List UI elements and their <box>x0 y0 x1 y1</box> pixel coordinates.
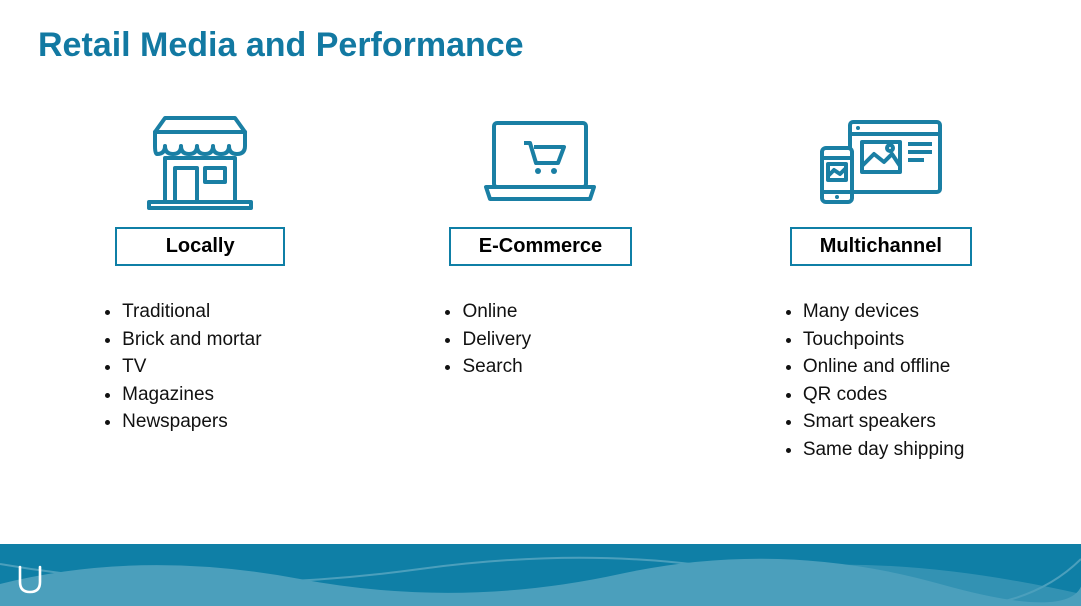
storefront-icon <box>145 107 255 217</box>
column-multichannel: Multichannel Many devices Touchpoints On… <box>731 107 1031 463</box>
list-item: TV <box>122 353 261 381</box>
list-item: Online <box>462 298 531 326</box>
column-ecommerce: E-Commerce Online Delivery Search <box>390 107 690 463</box>
slide: Retail Media and Performance Locally Tra… <box>0 0 1081 606</box>
footer-bar <box>0 544 1081 606</box>
list-item: Touchpoints <box>803 326 965 354</box>
list-item: Online and offline <box>803 353 965 381</box>
label-ecommerce: E-Commerce <box>449 227 632 266</box>
list-item: Newspapers <box>122 408 261 436</box>
laptop-cart-icon <box>480 107 600 217</box>
list-item: Magazines <box>122 381 261 409</box>
label-multichannel: Multichannel <box>790 227 972 266</box>
list-item: Traditional <box>122 298 261 326</box>
page-title: Retail Media and Performance <box>38 26 524 65</box>
columns-container: Locally Traditional Brick and mortar TV … <box>0 107 1081 463</box>
bullets-locally: Traditional Brick and mortar TV Magazine… <box>50 298 261 436</box>
list-item: Search <box>462 353 531 381</box>
brand-logo-icon <box>16 564 44 596</box>
list-item: Smart speakers <box>803 408 965 436</box>
label-locally: Locally <box>115 227 285 266</box>
list-item: Many devices <box>803 298 965 326</box>
bullets-ecommerce: Online Delivery Search <box>390 298 531 381</box>
wave-pattern-icon <box>0 544 1081 606</box>
bullets-multichannel: Many devices Touchpoints Online and offl… <box>731 298 965 463</box>
list-item: Same day shipping <box>803 436 965 464</box>
column-locally: Locally Traditional Brick and mortar TV … <box>50 107 350 463</box>
list-item: QR codes <box>803 381 965 409</box>
devices-icon <box>816 107 946 217</box>
list-item: Delivery <box>462 326 531 354</box>
list-item: Brick and mortar <box>122 326 261 354</box>
